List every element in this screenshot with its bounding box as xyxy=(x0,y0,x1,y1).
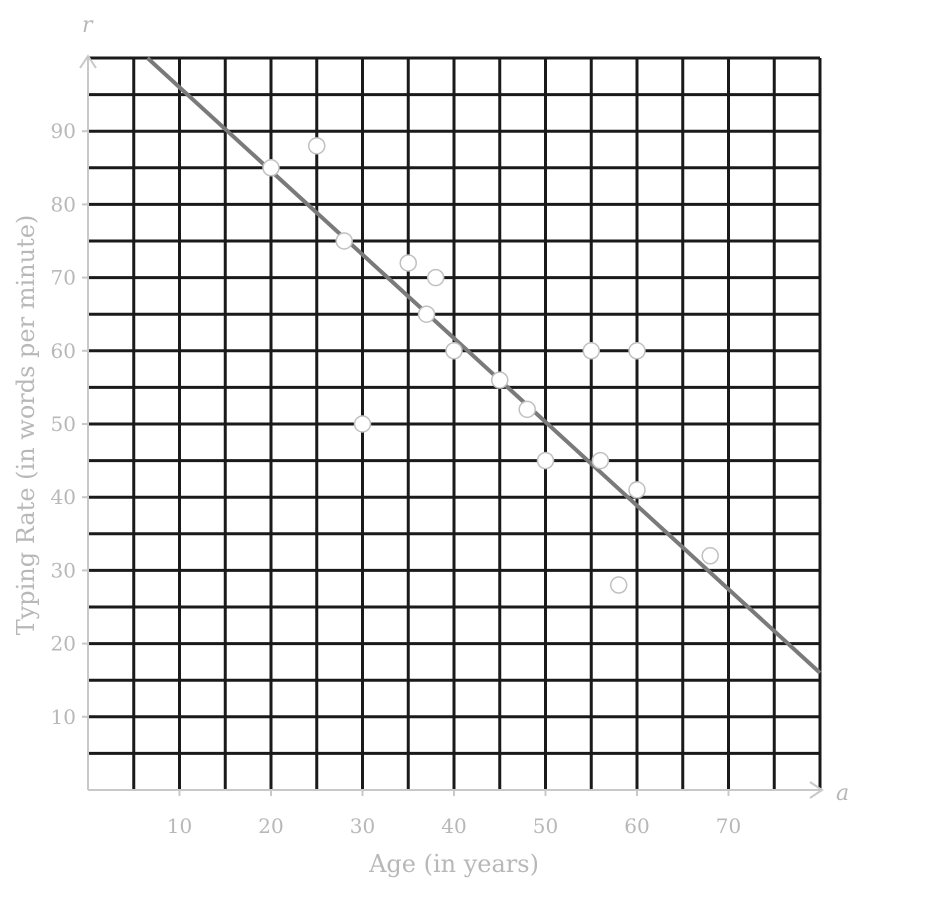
data-point xyxy=(591,451,610,470)
data-point xyxy=(426,268,445,287)
x-axis-variable: a xyxy=(836,781,849,806)
x-tick-label: 40 xyxy=(441,814,466,838)
x-tick-label: 20 xyxy=(258,814,283,838)
y-axis-variable: r xyxy=(82,13,94,38)
y-tick-label: 90 xyxy=(51,119,76,143)
x-axis-title: Age (in years) xyxy=(368,850,539,878)
y-axis-arrow xyxy=(79,54,97,69)
x-tick-label: 10 xyxy=(167,814,192,838)
y-axis-title: Typing Rate (in words per minute) xyxy=(12,215,40,636)
x-tick-label: 70 xyxy=(716,814,741,838)
y-tick-label: 80 xyxy=(51,192,76,216)
y-tick-label: 10 xyxy=(51,705,76,729)
y-tick-label: 70 xyxy=(51,266,76,290)
data-point xyxy=(335,232,353,250)
y-tick-label: 60 xyxy=(51,339,76,363)
y-tick-label: 50 xyxy=(51,412,76,436)
data-point xyxy=(491,371,509,389)
data-point xyxy=(308,137,326,155)
data-point xyxy=(609,576,628,594)
data-point xyxy=(518,400,536,419)
data-points xyxy=(262,137,719,594)
data-point xyxy=(417,305,436,323)
data-point xyxy=(353,415,372,433)
data-point xyxy=(399,254,417,272)
y-tick-label: 20 xyxy=(51,632,76,656)
grid xyxy=(88,56,822,790)
y-tick-label: 30 xyxy=(51,558,76,582)
x-tick-label: 60 xyxy=(624,814,649,838)
trend-line xyxy=(146,56,822,675)
data-point xyxy=(628,481,646,499)
data-point xyxy=(536,451,555,470)
x-tick-label: 30 xyxy=(350,814,375,838)
data-point xyxy=(445,342,463,360)
data-point xyxy=(262,159,280,177)
tick-labels: 10 20 30 40 50 60 70 10 20 30 40 50 60 70 80 90 xyxy=(51,119,742,838)
x-tick-label: 50 xyxy=(533,814,558,838)
data-point xyxy=(701,547,719,565)
data-point xyxy=(628,342,646,360)
x-axis-arrow xyxy=(809,781,824,799)
y-tick-label: 40 xyxy=(51,485,76,509)
data-point xyxy=(582,342,600,360)
